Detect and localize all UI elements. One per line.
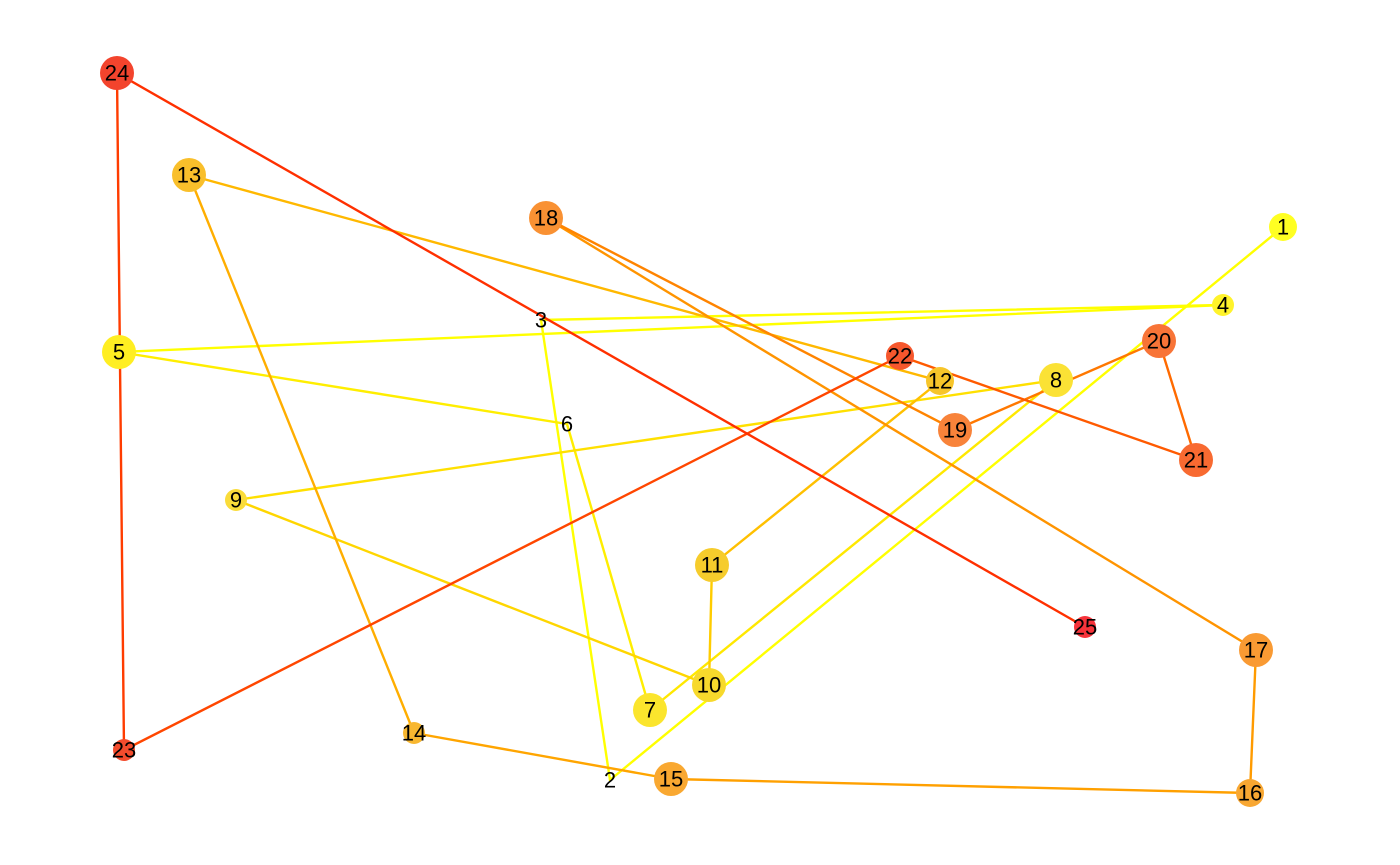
node-label-17: 17 [1244, 638, 1268, 663]
edge-13-14 [187, 173, 416, 735]
edge-2-3 [539, 318, 612, 782]
node-16 [1236, 779, 1264, 807]
edge-18-19 [544, 216, 957, 432]
edge-3-4 [539, 303, 1225, 322]
node-13 [172, 158, 206, 192]
edge-5-6 [117, 350, 569, 426]
node-label-5: 5 [113, 340, 125, 365]
node-label-24: 24 [105, 61, 129, 86]
node-label-3: 3 [535, 308, 547, 333]
edges-layer [115, 71, 1285, 795]
node-label-25: 25 [1073, 615, 1097, 640]
node-label-19: 19 [943, 418, 967, 443]
edge-22-23 [122, 354, 902, 752]
node-17 [1239, 633, 1273, 667]
edge-14-15 [412, 731, 673, 781]
node-label-6: 6 [561, 412, 573, 437]
node-12 [926, 367, 954, 395]
edge-11-12 [710, 379, 942, 567]
node-label-10: 10 [697, 673, 721, 698]
node-label-23: 23 [112, 738, 136, 763]
node-1 [1269, 213, 1297, 241]
node-label-20: 20 [1147, 329, 1171, 354]
edge-8-9 [234, 378, 1058, 502]
node-label-13: 13 [177, 163, 201, 188]
edge-16-17 [1248, 648, 1258, 795]
node-15 [654, 762, 688, 796]
node-5 [102, 335, 136, 369]
node-label-7: 7 [644, 698, 656, 723]
node-8 [1039, 363, 1073, 397]
edge-12-13 [187, 173, 942, 383]
node-label-22: 22 [888, 344, 912, 369]
node-7 [633, 693, 667, 727]
node-label-12: 12 [928, 369, 952, 394]
node-label-9: 9 [230, 488, 242, 513]
edge-9-10 [234, 498, 711, 687]
node-label-4: 4 [1217, 293, 1229, 318]
edge-20-21 [1157, 339, 1198, 462]
node-label-21: 21 [1184, 448, 1208, 473]
node-18 [529, 201, 563, 235]
edge-10-11 [707, 563, 714, 687]
node-23 [113, 739, 135, 761]
edge-4-5 [117, 303, 1225, 354]
node-21 [1179, 443, 1213, 477]
node-20 [1142, 324, 1176, 358]
edge-17-18 [544, 216, 1258, 652]
node-25 [1074, 616, 1096, 638]
node-14 [403, 722, 425, 744]
node-label-14: 14 [402, 721, 426, 746]
node-24 [100, 56, 134, 90]
node-19 [938, 413, 972, 447]
edge-24-25 [115, 71, 1087, 629]
labels-layer: 1234567891011121314151617181920212223242… [105, 61, 1289, 806]
edge-6-7 [565, 422, 652, 712]
node-4 [1212, 294, 1234, 316]
node-label-15: 15 [659, 767, 683, 792]
edge-15-16 [669, 777, 1252, 795]
node-label-1: 1 [1277, 215, 1289, 240]
node-10 [692, 668, 726, 702]
nodes-layer [100, 56, 1297, 807]
node-label-11: 11 [701, 553, 724, 578]
node-22 [886, 342, 914, 370]
node-9 [225, 489, 247, 511]
edge-23-24 [115, 71, 126, 752]
node-label-8: 8 [1050, 368, 1062, 393]
node-label-18: 18 [534, 206, 558, 231]
edge-7-8 [648, 378, 1058, 712]
node-11 [695, 548, 729, 582]
node-label-16: 16 [1238, 781, 1262, 806]
node-label-2: 2 [604, 768, 616, 793]
